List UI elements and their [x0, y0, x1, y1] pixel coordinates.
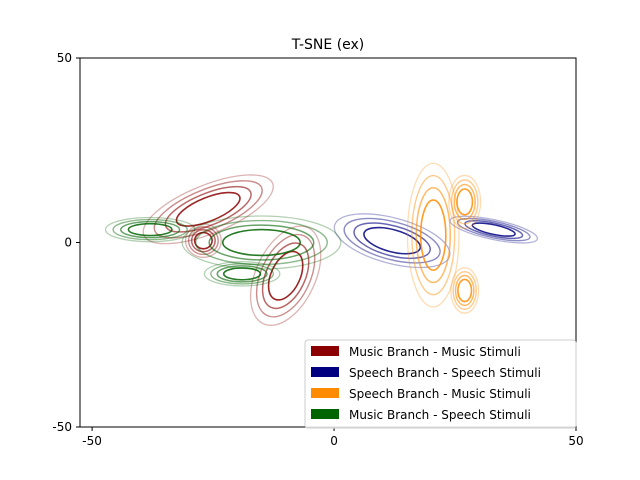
contour-s1-c1-l4 — [142, 174, 274, 245]
contour-s4-c2-l4 — [181, 215, 342, 270]
contour-s3-c3-l4 — [450, 267, 480, 314]
contour-s4-c3-l3 — [210, 263, 275, 285]
contour-s4-c2-l2 — [208, 224, 315, 261]
axis-ticks: -50 0 50 -50 0 50 — [52, 51, 583, 448]
contour-s3-c1-l3 — [411, 174, 456, 296]
chart-title: T-SNE (ex) — [291, 37, 365, 53]
x-tick-label: 50 — [568, 434, 583, 448]
contour-s1-c1-l2 — [164, 185, 252, 233]
series-3-contours — [406, 162, 482, 314]
contour-s1-c3-l3 — [255, 233, 316, 318]
y-tick-label: 50 — [57, 51, 72, 65]
contour-s3-c3-l1 — [457, 278, 473, 303]
contour-s4-c3-l1 — [222, 267, 262, 281]
contour-s2-c1-l2 — [353, 222, 431, 260]
series-4-contours — [104, 215, 342, 287]
legend-swatch — [311, 409, 339, 419]
contour-s1-c2-l2 — [190, 228, 216, 253]
y-tick-label: 0 — [64, 236, 72, 250]
legend-swatch — [311, 388, 339, 398]
legend-swatch — [311, 367, 339, 377]
contour-s3-c3-l2 — [454, 274, 475, 307]
contour-s3-c2-l3 — [450, 179, 479, 225]
legend: Music Branch - Music Stimuli Speech Branc… — [304, 339, 577, 429]
contour-s1-c3-l2 — [261, 242, 310, 310]
contour-s3-c1-l2 — [415, 187, 451, 284]
contour-s4-c3-l2 — [216, 265, 268, 283]
contour-s1-c3-l1 — [267, 250, 304, 301]
contour-s2-c1-l1 — [363, 226, 422, 255]
contour-s1-c3-l4 — [249, 225, 322, 326]
contour-s3-c2-l4 — [448, 174, 482, 230]
contour-s3-c2-l1 — [456, 188, 474, 216]
contour-s3-c1-l1 — [419, 199, 447, 271]
contour-s2-c1-l4 — [333, 213, 451, 269]
x-tick-label: 0 — [330, 434, 338, 448]
contour-s4-c2-l1 — [221, 228, 301, 257]
x-tick-label: -50 — [82, 434, 102, 448]
contour-layer — [104, 162, 539, 326]
contour-s3-c2-l2 — [453, 183, 476, 221]
contour-s1-c1-l1 — [175, 191, 241, 227]
contour-s4-c1-l2 — [120, 220, 181, 239]
y-tick-label: -50 — [52, 420, 72, 434]
legend-label: Speech Branch - Speech Stimuli — [349, 366, 541, 380]
contour-s4-c1-l1 — [127, 222, 173, 237]
contour-s1-c1-l3 — [153, 180, 263, 239]
contour-s2-c2-l1 — [471, 222, 516, 237]
contour-s2-c1-l3 — [343, 217, 441, 264]
contour-s1-c2-l1 — [193, 231, 213, 250]
legend-box — [304, 339, 577, 429]
contour-s2-c2-l3 — [456, 217, 531, 242]
contour-s3-c1-l4 — [406, 162, 460, 308]
contour-s4-c3-l4 — [203, 261, 281, 287]
legend-label: Speech Branch - Music Stimuli — [349, 387, 531, 401]
legend-swatch — [311, 346, 339, 356]
legend-label: Music Branch - Speech Stimuli — [349, 408, 531, 422]
contour-s2-c2-l4 — [449, 215, 539, 244]
contour-s1-c2-l3 — [187, 226, 219, 256]
contour-s2-c2-l2 — [464, 220, 524, 240]
contour-s4-c1-l4 — [104, 216, 196, 243]
contour-s3-c3-l3 — [452, 270, 477, 310]
contour-s4-c2-l3 — [194, 219, 328, 266]
series-1-contours — [142, 174, 322, 326]
legend-label: Music Branch - Music Stimuli — [349, 345, 521, 359]
contour-s1-c2-l4 — [184, 223, 222, 258]
series-2-contours — [333, 213, 539, 269]
contour-s4-c1-l3 — [112, 218, 188, 241]
